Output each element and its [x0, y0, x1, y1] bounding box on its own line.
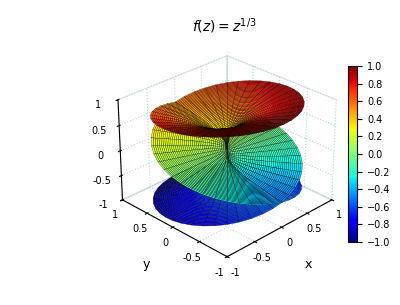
- X-axis label: x: x: [304, 258, 312, 271]
- Y-axis label: y: y: [143, 258, 150, 271]
- Title: $f(z) = z^{1/3}$: $f(z) = z^{1/3}$: [192, 16, 256, 36]
